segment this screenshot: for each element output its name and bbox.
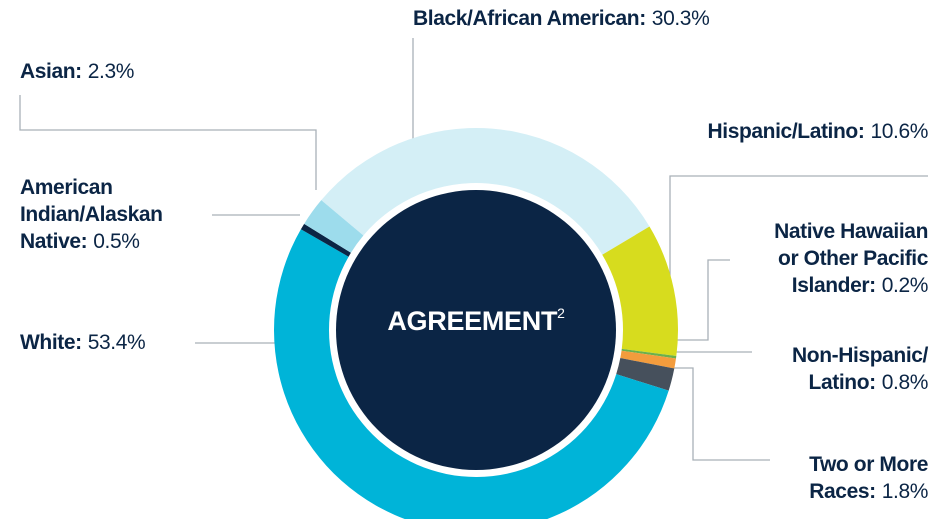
donut-segment — [602, 226, 678, 356]
segment-label: Black/African American: 30.3% — [413, 5, 710, 32]
value-label: 0.2% — [881, 274, 929, 297]
segment-label: White: 53.4% — [20, 329, 146, 356]
center-circle — [336, 190, 616, 470]
value-label: 53.4% — [87, 331, 146, 354]
donut-segment — [300, 223, 351, 257]
segment-label: Hispanic/Latino: 10.6% — [708, 118, 929, 145]
value-label: 1.8% — [881, 480, 929, 503]
donut-segment — [616, 358, 675, 391]
category-name: Non-Hispanic/ Latino: — [792, 344, 928, 394]
donut-segment — [620, 350, 676, 369]
donut-segment — [274, 229, 669, 519]
leader-line — [672, 367, 770, 461]
leader-lines — [19, 38, 928, 461]
category-name: Hispanic/Latino: — [707, 120, 865, 143]
center-text: AGREEMENT — [387, 306, 558, 336]
footnote: 2 — [557, 305, 565, 321]
donut-segment — [321, 128, 650, 255]
leader-line — [669, 175, 928, 290]
category-name: Black/African American: — [413, 7, 646, 30]
leader-line — [19, 95, 317, 190]
category-name: Asian: — [20, 60, 82, 83]
category-name: White: — [20, 331, 82, 354]
category-name: Two or More Races: — [809, 453, 928, 503]
value-label: 0.8% — [881, 371, 929, 394]
value-label: 0.5% — [93, 230, 140, 253]
value-label: 30.3% — [651, 7, 710, 30]
category-name: Native Hawaiian or Other Pacific Islande… — [774, 220, 928, 297]
segment-label: Asian: 2.3% — [20, 58, 134, 85]
segment-label: Two or More Races: 1.8% — [809, 451, 928, 505]
donut-segment — [304, 200, 364, 253]
value-label: 10.6% — [870, 120, 928, 143]
donut-segment — [621, 348, 677, 359]
center-label: AGREEMENT2 — [336, 305, 616, 337]
segment-label: Non-Hispanic/ Latino: 0.8% — [792, 342, 928, 396]
segment-label: Native Hawaiian or Other Pacific Islande… — [774, 218, 928, 299]
value-label: 2.3% — [87, 60, 135, 83]
leader-line — [674, 259, 730, 341]
segment-label: American Indian/Alaskan Native: 0.5% — [20, 174, 163, 255]
category-name: American Indian/Alaskan Native: — [20, 176, 163, 253]
